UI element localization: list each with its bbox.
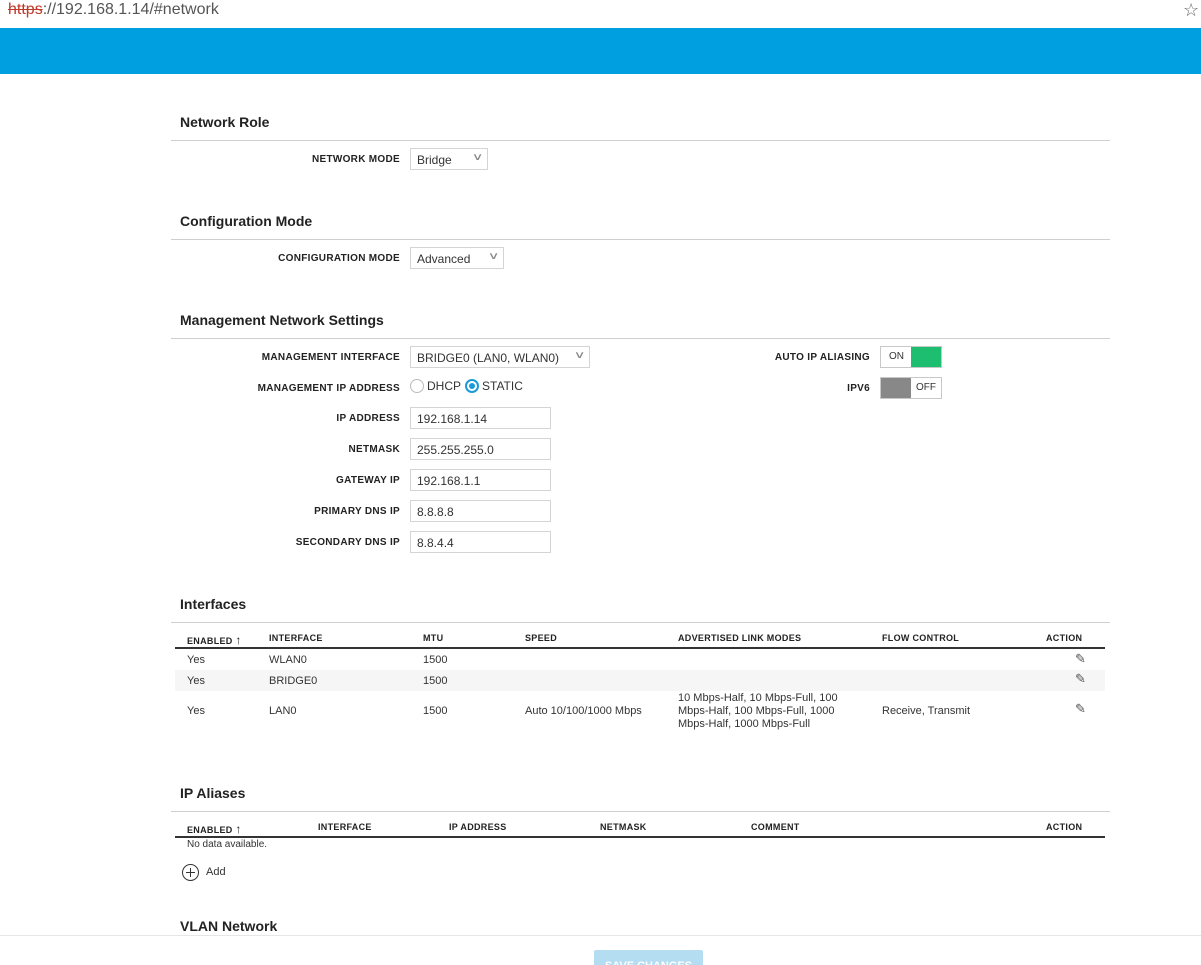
table-row: Yes WLAN0 1500 ✎ [175, 650, 1105, 670]
ip-address-label: IP ADDRESS [336, 413, 400, 424]
cell-link-modes-line: Mbps-Half, 1000 Mbps-Full [678, 718, 811, 730]
cell-mtu: 1500 [423, 654, 448, 666]
gateway-ip-input[interactable]: 192.168.1.1 [410, 469, 551, 491]
column-header-ip-address[interactable]: IP ADDRESS [449, 822, 507, 832]
toggle-state-text: OFF [916, 382, 936, 393]
primary-dns-label: PRIMARY DNS IP [314, 506, 400, 517]
auto-ip-aliasing-label: AUTO IP ALIASING [774, 352, 870, 363]
column-header-enabled[interactable]: ENABLED ↑ [187, 633, 242, 647]
table-row: Yes LAN0 1500 Auto 10/100/1000 Mbps 10 M… [175, 691, 1105, 731]
table-header-border [175, 647, 1105, 649]
interfaces-title: Interfaces [180, 596, 247, 612]
management-interface-label: MANAGEMENT INTERFACE [261, 352, 400, 363]
column-header-enabled[interactable]: ENABLED ↑ [187, 822, 242, 836]
cell-enabled: Yes [187, 705, 205, 717]
footer-divider [0, 935, 1201, 936]
management-settings-title: Management Network Settings [180, 312, 384, 328]
column-header-mtu[interactable]: MTU [423, 633, 444, 643]
chevron-down-icon: ∨ [573, 350, 586, 361]
column-header-speed[interactable]: SPEED [525, 633, 558, 643]
empty-table-message: No data available. [187, 839, 268, 850]
column-header-link-modes[interactable]: ADVERTISED LINK MODES [678, 633, 802, 643]
column-header-flow-control[interactable]: FLOW CONTROL [882, 633, 960, 643]
column-header-netmask[interactable]: NETMASK [600, 822, 647, 832]
dhcp-label[interactable]: DHCP [427, 379, 462, 393]
edit-pencil-icon[interactable]: ✎ [1075, 701, 1086, 716]
vlan-network-title: VLAN Network [180, 918, 278, 934]
cell-enabled: Yes [187, 675, 205, 687]
divider [171, 140, 1110, 141]
cell-mtu: 1500 [423, 705, 448, 717]
management-ip-address-label: MANAGEMENT IP ADDRESS [257, 383, 400, 394]
chevron-down-icon: ∨ [487, 251, 500, 262]
edit-pencil-icon[interactable]: ✎ [1075, 671, 1086, 686]
netmask-label: NETMASK [348, 444, 400, 455]
address-bar[interactable]: https://192.168.1.14/#network ☆ [0, 0, 1201, 26]
primary-dns-input[interactable]: 8.8.8.8 [410, 500, 551, 522]
cell-interface: LAN0 [269, 705, 297, 717]
cell-speed: Auto 10/100/1000 Mbps [525, 705, 642, 717]
divider [171, 338, 1110, 339]
cell-interface: BRIDGE0 [269, 675, 318, 687]
add-circle-icon[interactable] [182, 864, 199, 881]
table-header-border [175, 836, 1105, 838]
column-header-interface[interactable]: INTERFACE [318, 822, 372, 832]
configuration-mode-label: CONFIGURATION MODE [278, 253, 400, 264]
divider [171, 811, 1110, 812]
url-scheme: https [8, 1, 43, 18]
cell-flow-control: Receive, Transmit [882, 705, 971, 717]
gateway-ip-label: GATEWAY IP [336, 475, 400, 486]
cell-link-modes-line: Mbps-Half, 100 Mbps-Full, 1000 [678, 705, 835, 717]
network-role-title: Network Role [180, 114, 270, 130]
sort-arrow-icon: ↑ [235, 822, 242, 836]
network-mode-select[interactable]: Bridge ∨ [410, 148, 488, 170]
network-mode-label: NETWORK MODE [311, 154, 400, 165]
cell-mtu: 1500 [423, 675, 448, 687]
dhcp-radio[interactable] [410, 379, 424, 393]
url-hash: /#network [149, 1, 219, 18]
edit-pencil-icon[interactable]: ✎ [1075, 651, 1086, 666]
ipv6-label: IPV6 [847, 383, 870, 394]
save-changes-button[interactable]: SAVE CHANGES [594, 950, 703, 965]
cell-enabled: Yes [187, 654, 205, 666]
chevron-down-icon: ∨ [471, 152, 484, 163]
ipv6-toggle[interactable]: OFF [880, 377, 942, 399]
add-alias-button[interactable]: Add [206, 866, 226, 878]
divider [171, 622, 1110, 623]
netmask-input[interactable]: 255.255.255.0 [410, 438, 551, 460]
ip-aliases-title: IP Aliases [180, 785, 246, 801]
divider [171, 239, 1110, 240]
auto-ip-aliasing-toggle[interactable]: ON [880, 346, 942, 368]
column-header-action: ACTION [1046, 633, 1083, 643]
cell-interface: WLAN0 [269, 654, 307, 666]
static-radio[interactable] [465, 379, 479, 393]
network-mode-value: Bridge [417, 153, 452, 167]
star-icon[interactable]: ☆ [1183, 0, 1200, 20]
static-label[interactable]: STATIC [482, 379, 523, 393]
toggle-knob [911, 347, 941, 367]
toggle-state-text: ON [889, 351, 904, 362]
secondary-dns-label: SECONDARY DNS IP [295, 537, 400, 548]
configuration-mode-value: Advanced [417, 252, 471, 266]
cell-link-modes-line: 10 Mbps-Half, 10 Mbps-Full, 100 [678, 692, 838, 704]
toggle-knob [881, 378, 911, 398]
sort-arrow-icon: ↑ [235, 633, 242, 647]
configuration-mode-select[interactable]: Advanced ∨ [410, 247, 504, 269]
management-interface-select[interactable]: BRIDGE0 (LAN0, WLAN0) ∨ [410, 346, 590, 368]
column-header-comment[interactable]: COMMENT [751, 822, 800, 832]
table-row: Yes BRIDGE0 1500 ✎ [175, 670, 1105, 691]
secondary-dns-input[interactable]: 8.8.4.4 [410, 531, 551, 553]
ip-address-input[interactable]: 192.168.1.14 [410, 407, 551, 429]
top-banner [0, 28, 1201, 74]
url-host: ://192.168.1.14 [42, 1, 150, 18]
column-header-action: ACTION [1046, 822, 1083, 832]
url-text[interactable]: https://192.168.1.14/#network [8, 1, 219, 19]
column-header-interface[interactable]: INTERFACE [269, 633, 323, 643]
configuration-mode-title: Configuration Mode [180, 213, 313, 229]
management-interface-value: BRIDGE0 (LAN0, WLAN0) [417, 351, 560, 365]
